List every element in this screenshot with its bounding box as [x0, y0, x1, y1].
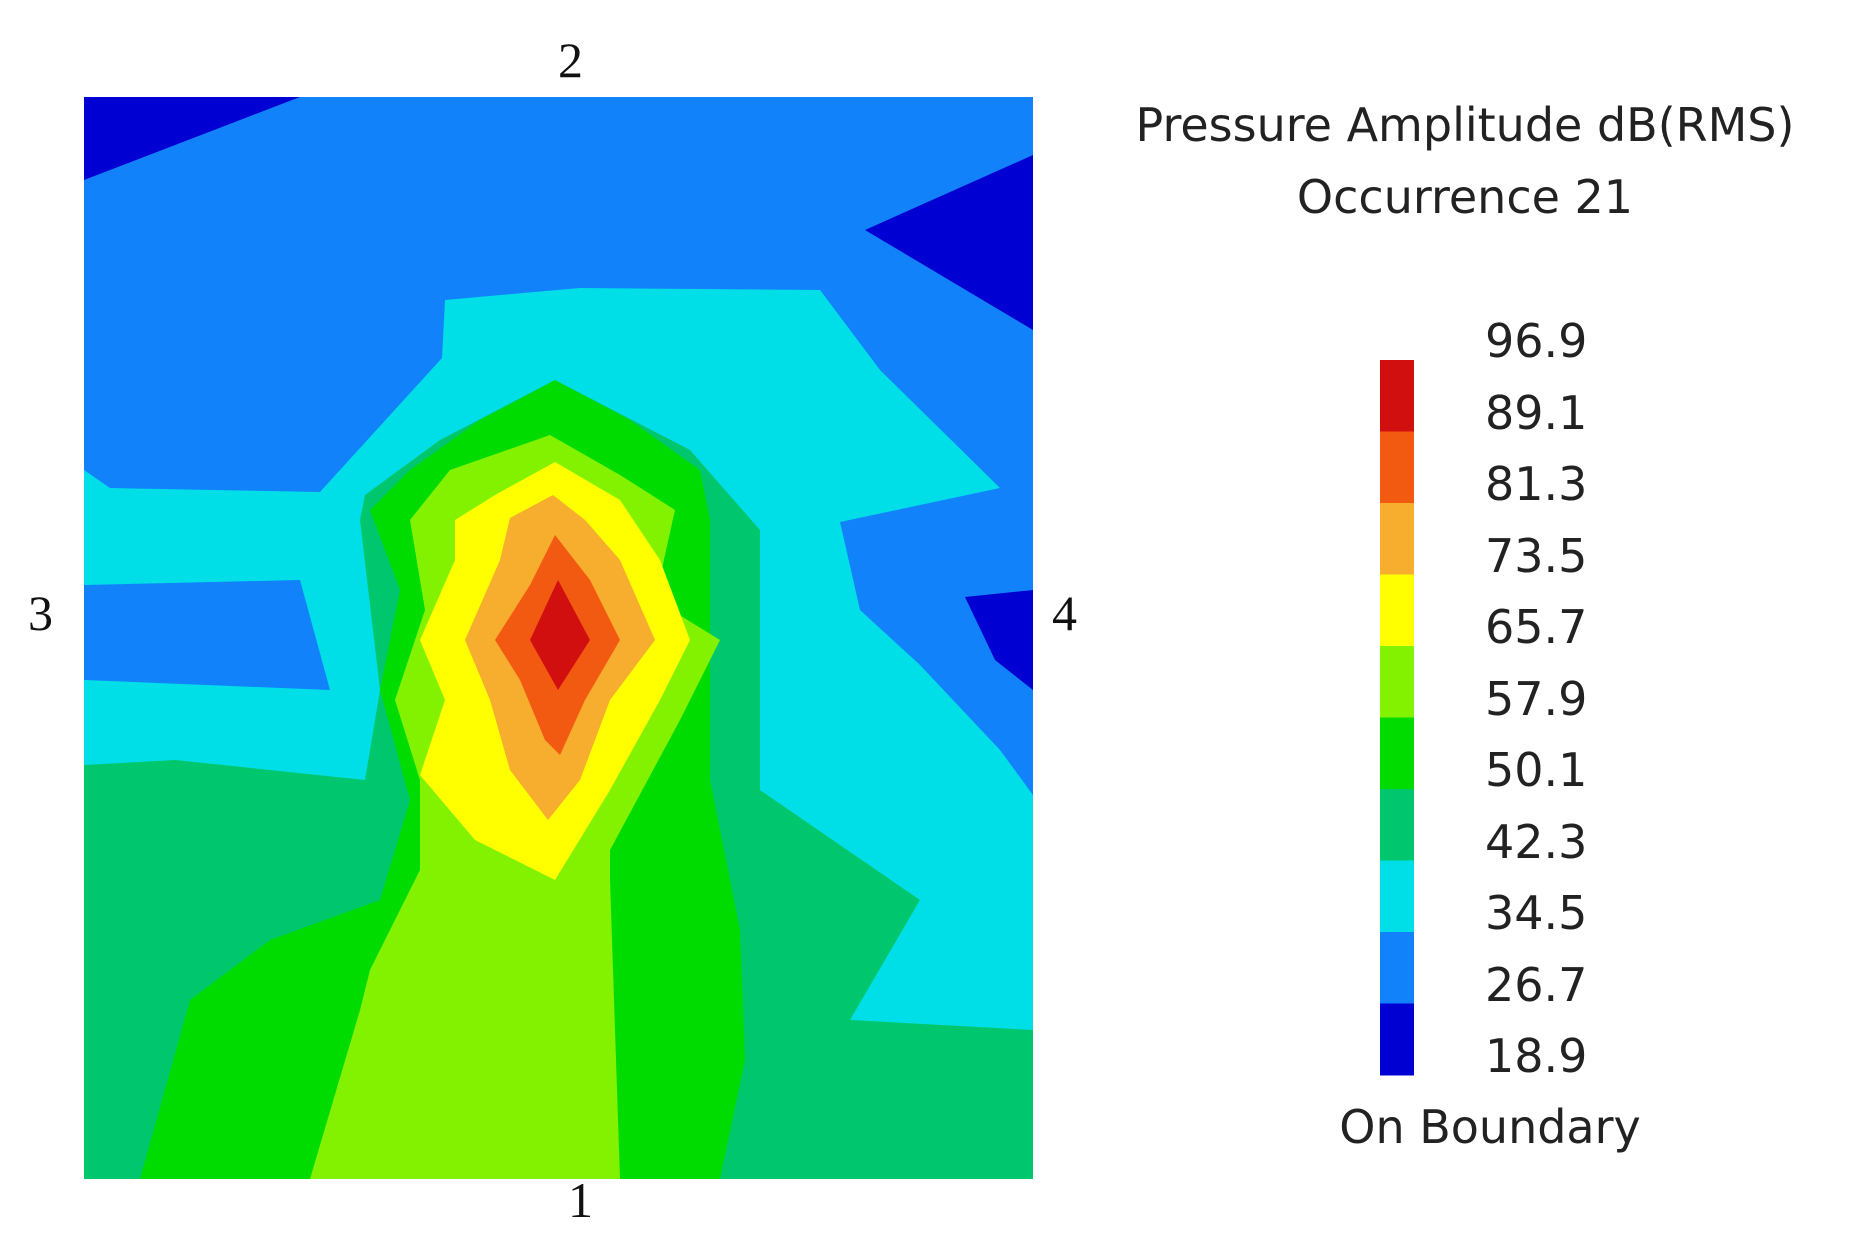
colorbar-tick-label: 57.9	[1485, 671, 1588, 726]
colorbar-tick-label: 18.9	[1485, 1029, 1588, 1083]
colorbar-band	[1380, 860, 1414, 933]
colorbar-band	[1380, 574, 1414, 647]
colorbar-band	[1380, 789, 1414, 861]
colorbar-tick-label: 89.1	[1485, 385, 1588, 440]
band-89-1	[530, 580, 590, 690]
colorbar-band	[1380, 932, 1414, 1004]
colorbar-band	[1380, 646, 1414, 718]
edge-label-right: 4	[1052, 585, 1077, 641]
legend-footer: On Boundary	[1339, 1100, 1641, 1154]
colorbar	[1380, 360, 1414, 1076]
edge-label-bottom: 1	[568, 1172, 593, 1228]
colorbar-band	[1380, 503, 1414, 575]
colorbar-band	[1380, 717, 1414, 790]
colorbar-tick-label: 81.3	[1485, 457, 1588, 511]
legend-title: Pressure Amplitude dB(RMS)	[1135, 98, 1795, 152]
colorbar-tick-label: 73.5	[1485, 528, 1588, 583]
band-18-9-top-left	[84, 97, 300, 180]
band-18-9-upper-right	[865, 155, 1033, 330]
colorbar-tick-label: 65.7	[1485, 600, 1588, 654]
colorbar-band	[1380, 431, 1414, 504]
colorbar-tick-label: 42.3	[1485, 814, 1588, 869]
edge-label-top: 2	[558, 32, 583, 88]
colorbar-band	[1380, 360, 1414, 432]
colorbar-tick-label: 96.9	[1485, 314, 1588, 368]
edge-label-left: 3	[28, 585, 53, 641]
colorbar-band	[1380, 1003, 1414, 1076]
band-18-9-right	[965, 590, 1033, 690]
colorbar-tick-label: 34.5	[1485, 886, 1588, 940]
legend-subtitle: Occurrence 21	[1296, 170, 1634, 224]
colorbar-tick-label: 50.1	[1485, 743, 1588, 797]
colorbar-tick-label: 26.7	[1485, 957, 1588, 1012]
contour-field	[84, 97, 1033, 1179]
